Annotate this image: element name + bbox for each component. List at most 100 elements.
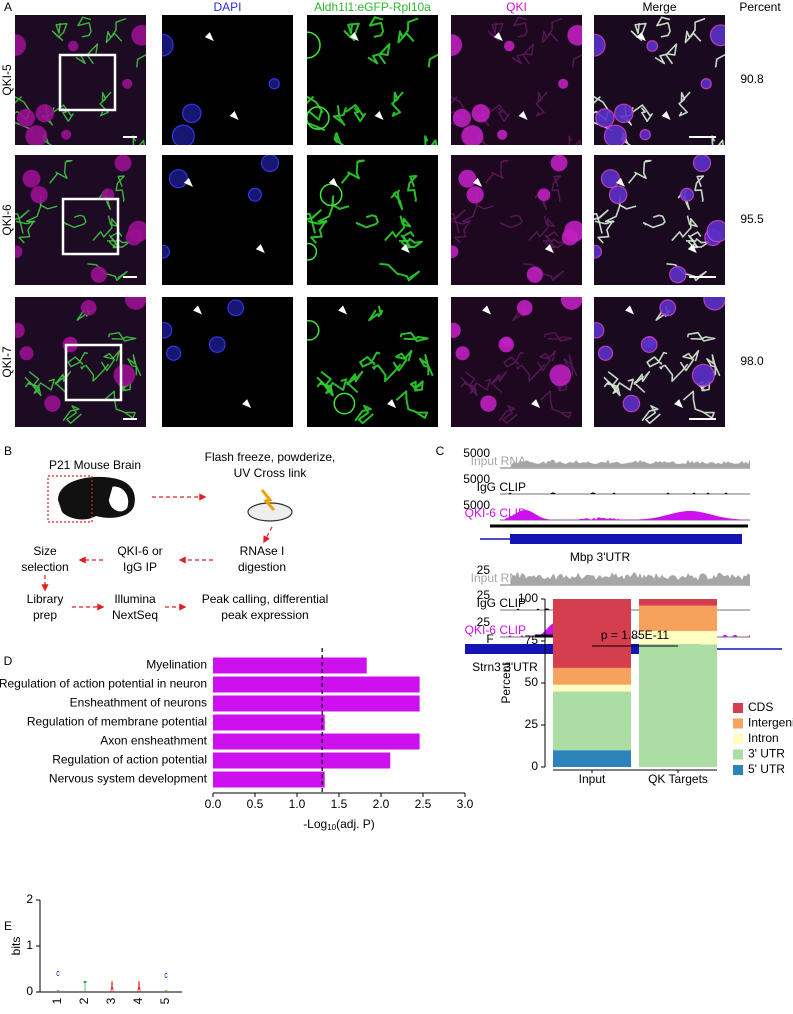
cell-process <box>528 215 555 242</box>
nucleus <box>451 34 463 56</box>
cell-process <box>132 135 145 145</box>
nucleus <box>114 155 132 172</box>
cell-process <box>646 351 668 368</box>
bar-segment <box>639 644 717 767</box>
cell-process <box>367 43 391 65</box>
cell-process <box>654 43 678 65</box>
panel-letter: C <box>436 444 445 458</box>
category-label: Nervous system development <box>49 772 208 786</box>
cell-process <box>685 238 710 248</box>
cell-process <box>632 104 653 123</box>
column-header: Aldh1l1:eGFP-Rpl10a <box>314 0 431 14</box>
soma-outline <box>307 242 318 261</box>
dissection-box <box>47 475 93 523</box>
nucleus <box>594 244 602 259</box>
cell-process <box>391 91 404 117</box>
nucleus <box>595 108 615 128</box>
arrowhead <box>338 305 348 315</box>
nucleus <box>471 104 490 123</box>
cell-process <box>332 105 347 126</box>
cell-process <box>536 350 557 372</box>
percent-value: 90.8 <box>740 72 764 86</box>
nucleus <box>550 155 568 172</box>
cell-process <box>706 354 721 377</box>
cell-process <box>103 390 136 419</box>
x-tick-label: 0.5 <box>247 797 264 811</box>
soma-outline <box>307 31 321 59</box>
logo-letter: C <box>164 972 168 980</box>
nucleus <box>706 220 725 243</box>
cell-process <box>460 378 491 394</box>
x-tick-label: 3.0 <box>457 797 474 811</box>
cell-process <box>307 95 324 114</box>
micrograph <box>15 15 146 145</box>
nucleus <box>452 108 471 128</box>
cell-process <box>489 104 510 122</box>
cell-process <box>108 331 137 342</box>
legend-swatch <box>733 703 743 713</box>
track-scale: 5000 <box>463 498 490 512</box>
nucleus <box>68 40 79 52</box>
nucleus <box>168 169 188 189</box>
cell-process <box>424 135 438 145</box>
x-tick-label: QK Targets <box>648 772 708 786</box>
y-tick-label: 1 <box>26 938 33 952</box>
legend-label: 3' UTR <box>748 747 785 761</box>
cell-process <box>539 390 572 419</box>
cell-process <box>24 371 42 397</box>
cell-process <box>627 159 652 184</box>
panel-letter: E <box>4 919 12 933</box>
coverage-track <box>500 492 750 494</box>
cell-process <box>568 135 581 145</box>
cell-process <box>384 215 412 242</box>
nucleus <box>679 187 694 202</box>
nucleus <box>567 24 582 46</box>
cell-process <box>485 159 509 184</box>
nucleus <box>162 322 173 339</box>
zoom-box <box>58 53 117 112</box>
nucleus <box>703 297 725 311</box>
cell-process <box>523 263 564 282</box>
percent-value: 95.5 <box>740 212 764 226</box>
cell-process <box>136 53 146 68</box>
bar <box>213 733 420 750</box>
track-scale: 25 <box>477 588 491 602</box>
cell-process <box>307 110 326 132</box>
arrowhead <box>615 177 625 187</box>
cell-process <box>535 91 548 117</box>
cell-process <box>678 91 691 117</box>
cell-process <box>487 22 504 42</box>
panel-letter: F <box>486 632 493 646</box>
step-label: prep <box>33 608 57 622</box>
nucleus <box>113 364 136 387</box>
arrowhead <box>482 305 492 315</box>
nucleus <box>461 125 484 145</box>
cell-process <box>460 371 478 397</box>
bar-segment <box>553 691 631 751</box>
micrograph-background <box>162 297 293 427</box>
nucleus <box>646 40 659 52</box>
cell-process <box>106 238 131 248</box>
cell-process <box>603 371 621 397</box>
arrowhead <box>183 177 193 187</box>
cell-process <box>346 370 364 394</box>
cell-process <box>316 370 334 397</box>
arrowhead <box>531 399 541 409</box>
nucleus <box>603 124 627 145</box>
nucleus <box>614 103 634 124</box>
nucleus <box>498 336 514 353</box>
step-label: Peak calling, differential <box>202 592 329 606</box>
row-label: QKI-6 <box>0 204 14 236</box>
nucleus <box>22 169 41 188</box>
track-scale: 5000 <box>463 446 490 460</box>
nucleus <box>61 129 72 140</box>
cell-process <box>513 16 528 38</box>
cell-process <box>105 17 127 44</box>
nucleus <box>19 346 34 361</box>
gene-exon <box>510 534 742 544</box>
legend-swatch <box>733 718 743 729</box>
track-scale: 5000 <box>463 472 490 486</box>
nucleus <box>526 266 543 283</box>
nucleus <box>35 104 54 123</box>
